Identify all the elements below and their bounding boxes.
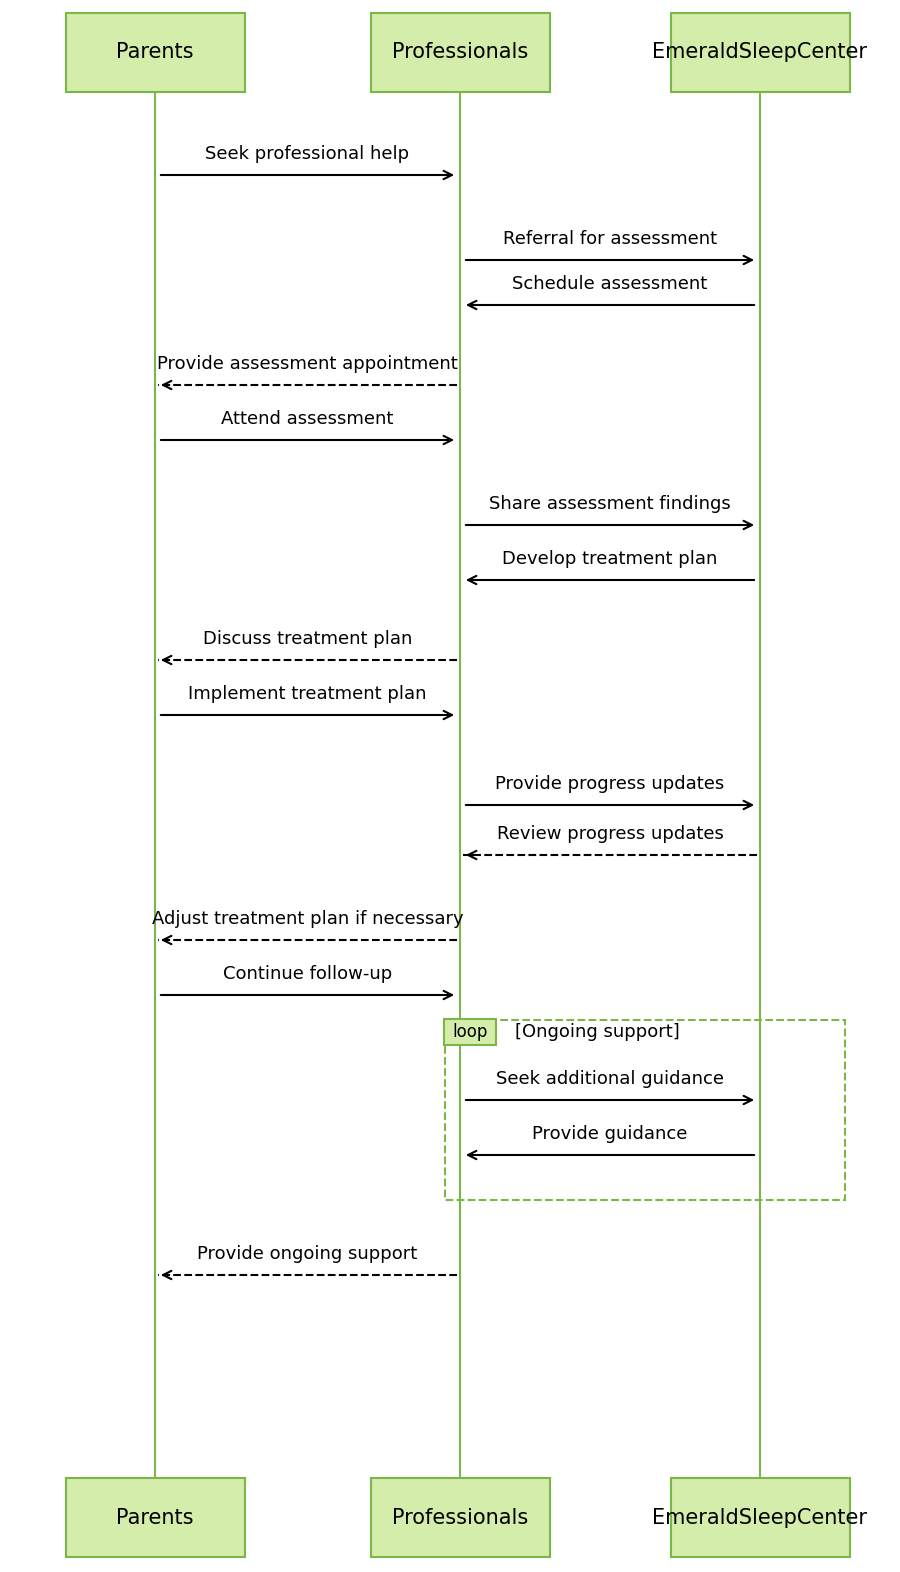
Text: Discuss treatment plan: Discuss treatment plan xyxy=(202,630,412,648)
Text: Attend assessment: Attend assessment xyxy=(221,410,393,428)
Text: Provide ongoing support: Provide ongoing support xyxy=(197,1245,418,1262)
Text: Provide guidance: Provide guidance xyxy=(532,1126,688,1143)
Text: Seek professional help: Seek professional help xyxy=(205,145,410,163)
Text: EmeraldSleepCenter: EmeraldSleepCenter xyxy=(652,1508,868,1528)
Text: Adjust treatment plan if necessary: Adjust treatment plan if necessary xyxy=(152,910,464,927)
Text: Parents: Parents xyxy=(116,1508,194,1528)
FancyBboxPatch shape xyxy=(66,1478,245,1556)
Bar xyxy=(445,1020,845,1199)
Text: EmeraldSleepCenter: EmeraldSleepCenter xyxy=(652,42,868,63)
Text: loop: loop xyxy=(453,1023,488,1041)
FancyBboxPatch shape xyxy=(670,1478,850,1556)
Text: Parents: Parents xyxy=(116,42,194,63)
FancyBboxPatch shape xyxy=(371,1478,550,1556)
Text: Implement treatment plan: Implement treatment plan xyxy=(188,685,427,703)
Text: Share assessment findings: Share assessment findings xyxy=(489,495,731,512)
Text: Develop treatment plan: Develop treatment plan xyxy=(502,550,717,567)
Text: Review progress updates: Review progress updates xyxy=(497,825,724,843)
FancyBboxPatch shape xyxy=(670,13,850,93)
FancyBboxPatch shape xyxy=(444,1019,496,1045)
Text: [Ongoing support]: [Ongoing support] xyxy=(515,1023,680,1041)
Text: Professionals: Professionals xyxy=(392,1508,528,1528)
Text: Referral for assessment: Referral for assessment xyxy=(503,230,717,248)
Text: Professionals: Professionals xyxy=(392,42,528,63)
Text: Provide progress updates: Provide progress updates xyxy=(495,775,724,792)
FancyBboxPatch shape xyxy=(371,13,550,93)
Text: Continue follow-up: Continue follow-up xyxy=(223,965,392,982)
FancyBboxPatch shape xyxy=(66,13,245,93)
Text: Seek additional guidance: Seek additional guidance xyxy=(496,1071,724,1088)
Text: Provide assessment appointment: Provide assessment appointment xyxy=(158,355,458,373)
Text: Schedule assessment: Schedule assessment xyxy=(512,275,707,292)
